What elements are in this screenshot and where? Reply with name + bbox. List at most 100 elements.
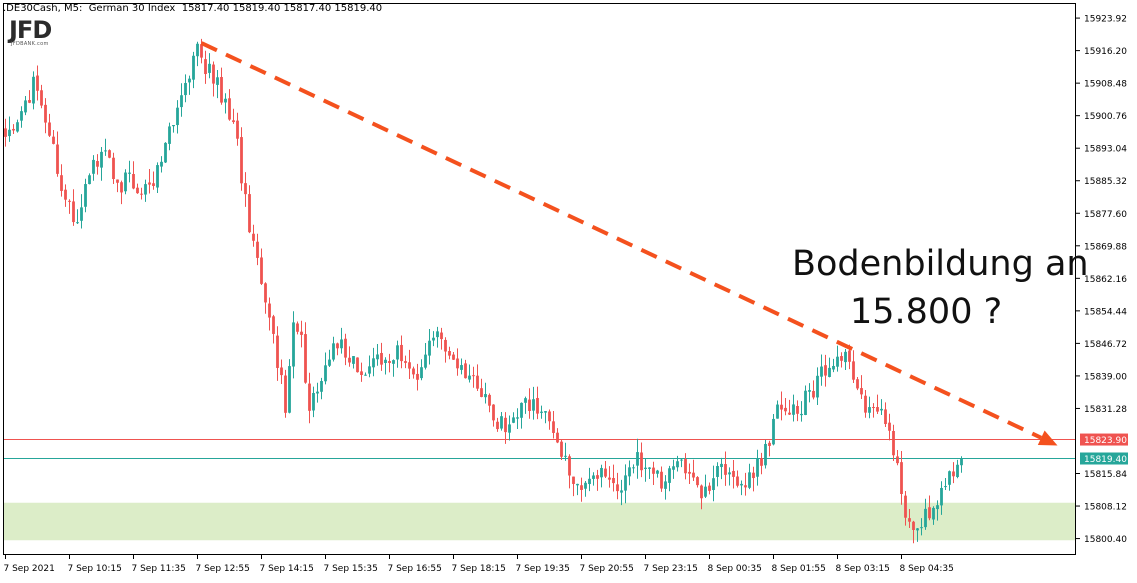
y-tick-label: 15800.40 — [1084, 535, 1127, 545]
candle-body — [288, 366, 291, 413]
candle-body — [344, 338, 347, 358]
downtrend-arrow-head — [1037, 430, 1058, 446]
candle-body — [224, 98, 227, 103]
candle-body — [220, 77, 223, 103]
candle-body — [200, 44, 203, 58]
candle-body — [428, 340, 431, 356]
y-tick-label: 15923.92 — [1084, 15, 1127, 25]
timeframe-label: M5 — [63, 3, 79, 14]
candle-body — [788, 412, 791, 415]
x-tick-label: 8 Sep 00:35 — [708, 564, 762, 574]
candle-body — [412, 368, 415, 375]
candle-body — [940, 487, 943, 506]
candle-body — [752, 472, 755, 479]
y-tick-label: 15815.84 — [1084, 470, 1127, 480]
candle-body — [176, 107, 179, 126]
candle-body — [624, 475, 627, 491]
candle-body — [516, 417, 519, 419]
candle-body — [392, 360, 395, 364]
candle-body — [892, 431, 895, 456]
candle-body — [660, 471, 663, 489]
candle-body — [80, 207, 83, 221]
candle-body — [564, 455, 567, 457]
candle-body — [8, 129, 11, 137]
candle-body — [720, 463, 723, 468]
price-axis[interactable]: 15923.92 15916.20 15908.48 15900.76 15893.04… — [1076, 15, 1128, 545]
candle-body — [548, 411, 551, 422]
candle-body — [872, 407, 875, 409]
candle-body — [620, 490, 623, 493]
time-axis[interactable]: 7 Sep 2021 7 Sep 10:15 7 Sep 11:35 7 Sep 12… — [4, 555, 954, 574]
candle-body — [52, 136, 55, 144]
candle-body — [740, 483, 743, 486]
candle-body — [792, 404, 795, 415]
candle-body — [616, 484, 619, 492]
candle-body — [364, 374, 367, 376]
x-tick-label: 7 Sep 12:55 — [196, 564, 250, 574]
candle-body — [528, 399, 531, 411]
candle-body — [152, 183, 155, 187]
candle-body — [60, 175, 63, 191]
candle-body — [332, 343, 335, 360]
candle-body — [692, 472, 695, 478]
candle-body — [348, 357, 351, 363]
candle-body — [136, 187, 139, 194]
candle-body — [768, 442, 771, 446]
candle-body — [900, 462, 903, 494]
candle-body — [68, 200, 71, 202]
candle-body — [432, 337, 435, 341]
candle-body — [832, 365, 835, 370]
candle-body — [16, 122, 19, 132]
candle-body — [708, 485, 711, 491]
candle-body — [24, 100, 27, 113]
candle-body — [688, 471, 691, 474]
candle-body — [932, 507, 935, 520]
candle-body — [32, 76, 35, 104]
candle-body — [196, 43, 199, 57]
candle-body — [888, 422, 891, 431]
candle-body — [360, 371, 363, 376]
candle-body — [696, 477, 699, 486]
candle-body — [72, 201, 75, 223]
candle-body — [632, 467, 635, 469]
candle-body — [20, 111, 23, 121]
logo-text: JFD — [9, 16, 52, 44]
candle-body — [756, 458, 759, 477]
candle-body — [844, 351, 847, 363]
candle-body — [316, 391, 319, 394]
candle-body — [248, 194, 251, 233]
instrument-name: German 30 Index — [88, 3, 176, 14]
candle-body — [384, 359, 387, 364]
symbol-name: .DE30Cash — [3, 3, 58, 14]
trendline-layer — [200, 41, 1058, 446]
candle-body — [772, 418, 775, 445]
candle-body — [352, 356, 355, 364]
candle-body — [936, 505, 939, 510]
candle-body — [312, 392, 315, 411]
candle-body — [296, 323, 299, 332]
candle-body — [164, 142, 167, 163]
candle-body — [444, 339, 447, 352]
candle-body — [608, 477, 611, 480]
candle-body — [264, 283, 267, 303]
candle-body — [904, 495, 907, 518]
candle-body — [856, 379, 859, 389]
candle-body — [868, 407, 871, 413]
y-tick-label: 15808.12 — [1084, 503, 1127, 513]
candle-body — [28, 99, 31, 103]
current-price-tag — [1080, 452, 1128, 465]
y-tick-label: 15862.16 — [1084, 275, 1127, 285]
x-tick-label: 7 Sep 10:15 — [68, 564, 122, 574]
candle-body — [272, 316, 275, 334]
candle-body — [12, 128, 15, 131]
candle-body — [780, 404, 783, 410]
chart-frame — [3, 3, 1076, 555]
candle-body — [172, 124, 175, 127]
candle-body — [100, 151, 103, 168]
candle-body — [476, 375, 479, 389]
candle-body — [456, 358, 459, 369]
candle-body — [480, 388, 483, 397]
candle-body — [592, 475, 595, 479]
candle-body — [204, 59, 207, 75]
